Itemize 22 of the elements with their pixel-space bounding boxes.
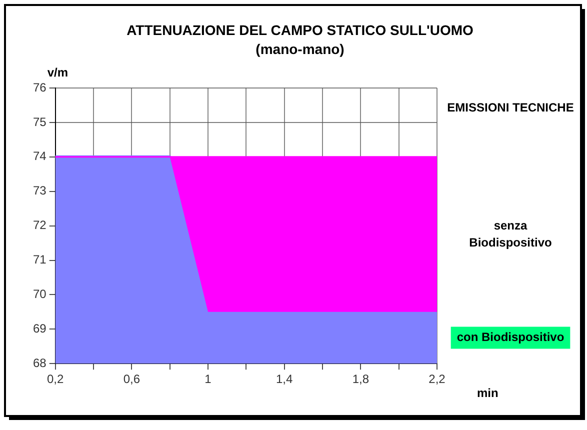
x-tick-label: 1,4	[276, 372, 294, 386]
y-tick-label: 71	[32, 252, 47, 267]
y-tick-label: 73	[32, 184, 47, 198]
x-tick-label: 1	[204, 372, 212, 386]
y-tick-label: 74	[32, 149, 47, 164]
x-axis-title: min	[477, 386, 498, 400]
x-tick-label: 0,2	[47, 372, 64, 386]
text: senza Biodispositivo	[469, 218, 552, 250]
y-tick-label: 70	[32, 287, 47, 302]
x-tick-label: 2,2	[428, 372, 446, 386]
chart-title: ATTENUAZIONE DEL CAMPO STATICO SULL'UOMO	[126, 22, 474, 38]
text: EMISSIONI TECNICHE	[447, 100, 574, 114]
y-tick-label: 76	[32, 80, 47, 94]
y-tick-label: 72	[32, 218, 47, 232]
x-tick-label: 0,6	[123, 372, 140, 386]
y-tick-label: 69	[32, 321, 47, 336]
y-axis-title: v/m	[47, 65, 68, 80]
x-tick-label: 1,8	[352, 372, 370, 386]
chart-subtitle: (mano-mano)	[256, 40, 344, 57]
y-tick-label: 75	[32, 114, 47, 129]
y-tick-label: 68	[32, 356, 47, 370]
series-label: con Biodispositivo	[456, 330, 564, 344]
